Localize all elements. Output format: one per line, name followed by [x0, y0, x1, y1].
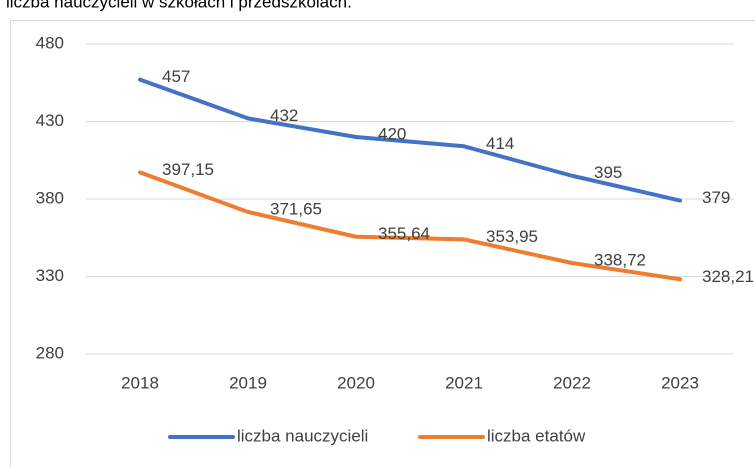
x-tick-label: 2019: [229, 373, 267, 392]
data-label: 371,65: [270, 199, 322, 218]
data-label: 414: [486, 134, 514, 153]
data-label: 395: [594, 163, 622, 182]
data-label: 379: [702, 188, 730, 207]
y-tick-label: 430: [36, 111, 64, 130]
data-label: 397,15: [162, 160, 214, 179]
data-label: 432: [270, 106, 298, 125]
x-tick-label: 2022: [553, 373, 591, 392]
legend-label: liczba nauczycieli: [237, 426, 368, 445]
series-line: [138, 170, 682, 282]
legend-label: liczba etatów: [487, 426, 586, 445]
y-tick-label: 280: [36, 343, 64, 362]
data-label: 355,64: [378, 224, 430, 243]
y-tick-label: 330: [36, 266, 64, 285]
data-label: 457: [162, 67, 190, 86]
data-label: 420: [378, 124, 406, 143]
data-label: 353,95: [486, 227, 538, 246]
x-tick-label: 2023: [661, 373, 699, 392]
data-label: 338,72: [594, 250, 646, 269]
data-label: 328,21: [702, 267, 754, 286]
y-tick-label: 480: [36, 33, 64, 52]
chart-frame: [10, 20, 755, 467]
x-tick-label: 2018: [121, 373, 159, 392]
chart-title: liczba nauczycieli w szkołach i przedszk…: [6, 0, 352, 11]
series-line: [138, 77, 682, 203]
y-tick-label: 380: [36, 188, 64, 207]
x-tick-label: 2021: [445, 373, 483, 392]
x-tick-label: 2020: [337, 373, 375, 392]
